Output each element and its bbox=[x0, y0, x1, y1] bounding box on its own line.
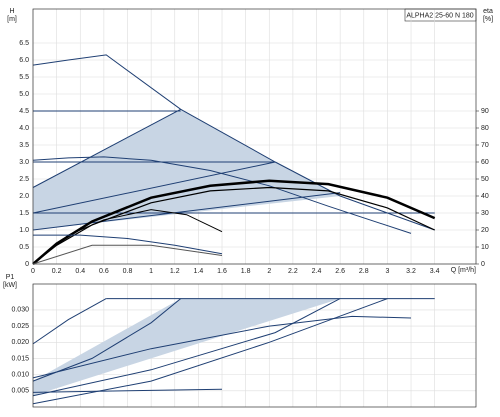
x-tick-label: 3.2 bbox=[406, 268, 416, 275]
y-tick-label: 1.5 bbox=[19, 210, 29, 217]
curve bbox=[32, 192, 341, 231]
x-tick-label: 2 bbox=[267, 268, 271, 275]
y-tick-label: 0.005 bbox=[11, 388, 29, 395]
x-axis-label: Q [m³/h] bbox=[451, 267, 476, 274]
y2-tick-label: 90 bbox=[481, 108, 489, 115]
y-tick-label: 3.5 bbox=[19, 142, 29, 149]
curve bbox=[32, 298, 182, 382]
curve bbox=[32, 298, 341, 397]
y-tick-label: 4.0 bbox=[19, 125, 29, 132]
y2-tick-label: 70 bbox=[481, 142, 489, 149]
x-tick-label: 1.8 bbox=[241, 268, 251, 275]
x-tick-label: 1.2 bbox=[170, 268, 180, 275]
y2-tick-label: 20 bbox=[481, 227, 489, 234]
y-tick-label: 0.015 bbox=[11, 355, 29, 362]
curve bbox=[32, 388, 223, 393]
y-axis-unit: [kW] bbox=[3, 282, 17, 289]
y-tick-label: 0.030 bbox=[11, 307, 29, 314]
curve bbox=[32, 298, 388, 405]
y-tick-label: 4.5 bbox=[19, 108, 29, 115]
curve bbox=[32, 209, 223, 265]
x-tick-label: 3 bbox=[385, 268, 389, 275]
x-tick-label: 1 bbox=[149, 268, 153, 275]
y-tick-label: 0.010 bbox=[11, 371, 29, 378]
x-tick-label: 0.4 bbox=[75, 268, 85, 275]
y-tick-label: 2.0 bbox=[19, 193, 29, 200]
y-tick-label: 5.5 bbox=[19, 74, 29, 81]
curve bbox=[32, 186, 435, 265]
y2-tick-label: 30 bbox=[481, 210, 489, 217]
x-tick-label: 2.2 bbox=[288, 268, 298, 275]
y-tick-label: 0.025 bbox=[11, 323, 29, 330]
x-tick-label: 2.6 bbox=[335, 268, 345, 275]
y-axis-unit: [m] bbox=[7, 16, 17, 23]
y2-tick-label: 50 bbox=[481, 176, 489, 183]
x-tick-label: 0.2 bbox=[52, 268, 62, 275]
x-tick-label: 1.6 bbox=[217, 268, 227, 275]
x-tick-label: 3.4 bbox=[430, 268, 440, 275]
y2-tick-label: 60 bbox=[481, 159, 489, 166]
curve bbox=[32, 161, 276, 214]
plot-frame bbox=[32, 8, 477, 265]
y2-axis-unit: [%] bbox=[483, 16, 493, 23]
y-tick-label: 0 bbox=[25, 261, 29, 268]
y2-tick-label: 80 bbox=[481, 125, 489, 132]
x-tick-label: 1.4 bbox=[194, 268, 204, 275]
y-tick-label: 0.5 bbox=[19, 244, 29, 251]
y-tick-label: 1.0 bbox=[19, 227, 29, 234]
plot-frame bbox=[32, 283, 477, 408]
y-tick-label: 0.020 bbox=[11, 339, 29, 346]
y2-tick-label: 10 bbox=[481, 244, 489, 251]
chart-title: ALPHA2 25-60 N 180 bbox=[406, 12, 473, 19]
shaded-region bbox=[33, 298, 341, 396]
y2-axis-label: eta bbox=[483, 8, 493, 15]
x-tick-label: 0.6 bbox=[99, 268, 109, 275]
y-axis-label: P1 bbox=[6, 274, 15, 281]
y-axis-label: H bbox=[9, 8, 14, 15]
curve bbox=[32, 156, 412, 234]
y2-tick-label: 0 bbox=[481, 261, 485, 268]
x-tick-label: 2.4 bbox=[312, 268, 322, 275]
curve bbox=[32, 108, 181, 188]
curve bbox=[33, 234, 223, 255]
y-tick-label: 3.0 bbox=[19, 159, 29, 166]
curve bbox=[32, 298, 107, 345]
y-tick-label: 6.0 bbox=[19, 57, 29, 64]
x-tick-label: 0 bbox=[31, 268, 35, 275]
shaded-region bbox=[33, 109, 341, 230]
y-tick-label: 6.5 bbox=[19, 40, 29, 47]
y-tick-label: 5.0 bbox=[19, 91, 29, 98]
x-tick-label: 2.8 bbox=[359, 268, 369, 275]
curve bbox=[32, 179, 436, 265]
y2-tick-label: 40 bbox=[481, 193, 489, 200]
x-tick-label: 0.8 bbox=[123, 268, 133, 275]
curve bbox=[32, 244, 223, 265]
y-tick-label: 2.5 bbox=[19, 176, 29, 183]
curve bbox=[32, 315, 412, 379]
